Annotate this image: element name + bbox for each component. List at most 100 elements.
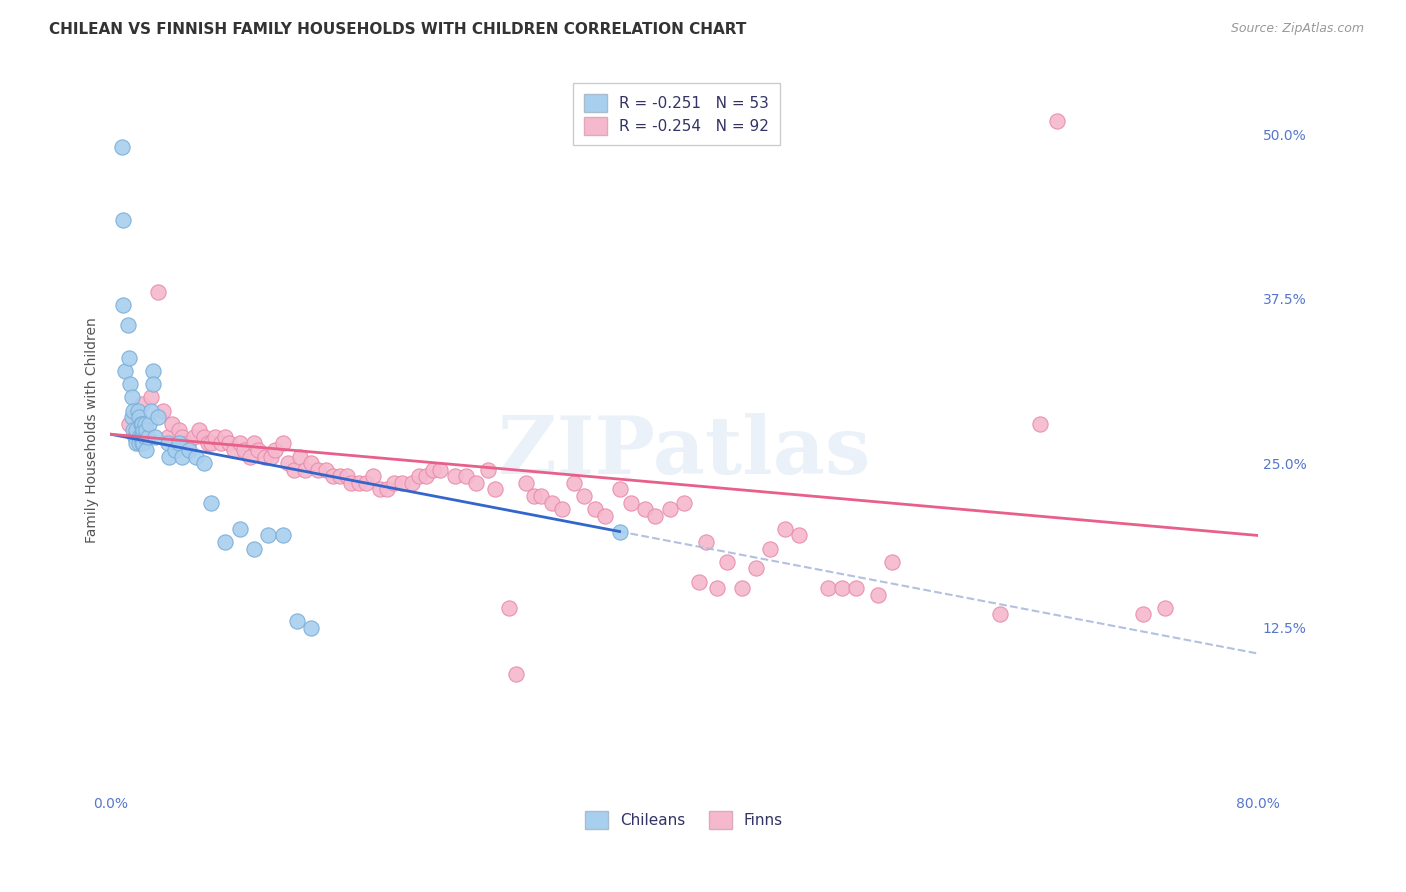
Point (121, 410, 143, 425)
Point (285, 614, 308, 628)
Point (142, 377, 165, 392)
Point (375, 483, 398, 497)
Point (209, 436, 232, 450)
Point (322, 469, 344, 483)
Point (163, 442, 186, 457)
Point (329, 469, 352, 483)
Point (112, 212, 135, 227)
Point (315, 463, 337, 477)
Point (125, 436, 148, 450)
Point (1132, 607, 1154, 622)
Point (515, 475, 537, 490)
Point (122, 403, 145, 417)
Point (228, 436, 250, 450)
Point (593, 508, 616, 523)
Point (152, 403, 174, 417)
Point (609, 524, 631, 539)
Point (299, 456, 322, 470)
Point (988, 607, 1011, 622)
Point (817, 581, 839, 595)
Point (112, 298, 135, 312)
Point (283, 463, 305, 477)
Point (658, 502, 681, 516)
Point (121, 390, 143, 404)
Point (787, 528, 810, 542)
Point (179, 442, 201, 457)
Point (127, 410, 149, 425)
Point (340, 475, 363, 490)
Point (716, 555, 738, 569)
Point (745, 561, 768, 575)
Point (128, 430, 150, 444)
Text: ZIPatlas: ZIPatlas (498, 413, 870, 491)
Point (118, 417, 141, 431)
Point (429, 463, 451, 477)
Point (620, 495, 643, 509)
Point (193, 430, 215, 444)
Point (125, 423, 148, 437)
Point (384, 475, 406, 490)
Point (139, 403, 162, 417)
Point (673, 495, 696, 509)
Point (271, 436, 294, 450)
Point (228, 522, 250, 536)
Point (200, 436, 222, 450)
Point (118, 351, 141, 365)
Point (354, 475, 377, 490)
Point (443, 469, 465, 483)
Point (111, 140, 134, 154)
Point (456, 469, 478, 483)
Point (866, 588, 889, 602)
Point (415, 469, 437, 483)
Point (882, 555, 904, 569)
Point (644, 508, 666, 523)
Point (135, 423, 157, 437)
Point (695, 535, 717, 549)
Point (688, 574, 710, 589)
Point (134, 417, 156, 431)
Point (188, 423, 211, 437)
Point (167, 423, 190, 437)
Point (238, 450, 260, 464)
Point (307, 463, 329, 477)
Point (177, 436, 200, 450)
Point (186, 450, 208, 464)
Point (124, 430, 146, 444)
Point (128, 410, 150, 425)
Point (257, 528, 280, 542)
Point (120, 377, 142, 392)
Point (551, 502, 574, 516)
Point (127, 403, 149, 417)
Point (146, 410, 169, 425)
Point (139, 390, 162, 404)
Point (129, 417, 152, 431)
Point (541, 495, 564, 509)
Point (172, 430, 194, 444)
Point (361, 469, 384, 483)
Legend: Chileans, Finns: Chileans, Finns (579, 805, 789, 835)
Point (214, 430, 236, 444)
Point (197, 436, 219, 450)
Point (167, 436, 190, 450)
Point (368, 483, 391, 497)
Point (114, 364, 136, 378)
Text: CHILEAN VS FINNISH FAMILY HOUSEHOLDS WITH CHILDREN CORRELATION CHART: CHILEAN VS FINNISH FAMILY HOUSEHOLDS WIT… (49, 22, 747, 37)
Point (143, 430, 166, 444)
Point (347, 475, 370, 490)
Point (232, 442, 254, 457)
Point (401, 475, 423, 490)
Point (254, 450, 277, 464)
Point (634, 502, 657, 516)
Point (156, 430, 179, 444)
Point (157, 450, 180, 464)
Point (222, 442, 245, 457)
Point (773, 522, 796, 536)
Point (132, 423, 155, 437)
Point (129, 430, 152, 444)
Point (730, 581, 752, 595)
Point (277, 456, 299, 470)
Point (522, 489, 544, 503)
Point (572, 489, 595, 503)
Point (845, 581, 868, 595)
Point (131, 430, 153, 444)
